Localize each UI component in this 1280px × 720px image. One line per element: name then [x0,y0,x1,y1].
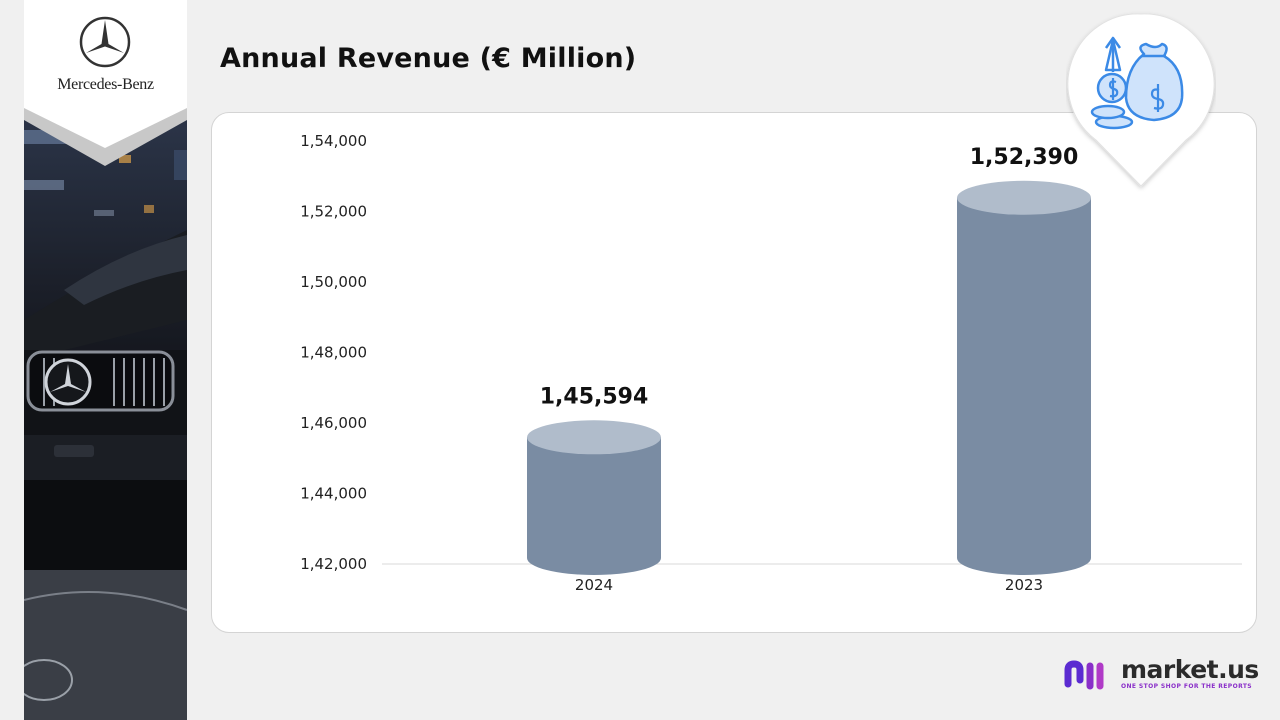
footer-tagline: ONE STOP SHOP FOR THE REPORTS [1121,683,1253,690]
bar-top-2023 [957,180,1091,215]
brand-logo-badge [24,0,187,166]
data-label: 1,52,390 [970,145,1079,170]
chart-card: 1,42,000 1,44,000 1,46,000 1,48,000 1,50,000… [211,112,1257,633]
x-tick-label: 2023 [1005,576,1043,594]
y-tick-label: 1,48,000 [300,344,367,362]
y-tick-label: 1,50,000 [300,273,367,291]
mercedes-star-logo [79,16,131,68]
y-tick-label: 1,42,000 [300,555,367,573]
car-front-illustration [24,230,187,720]
y-tick-label: 1,52,000 [300,203,367,221]
bar-2024 [527,437,661,575]
data-label: 1,45,594 [540,384,649,409]
revenue-bar-chart: 1,42,000 1,44,000 1,46,000 1,48,000 1,50,000… [300,132,1242,594]
x-tick-label: 2024 [575,576,613,594]
y-tick-label: 1,44,000 [300,485,367,503]
money-bag-growth-icon [1067,13,1215,187]
market-us-logo-icon [1064,660,1104,690]
page-title: Annual Revenue (€ Million) [220,43,637,74]
bar-top-2024 [527,420,661,455]
bar-2023 [957,197,1091,575]
y-tick-label: 1,46,000 [300,414,367,432]
brand-name: Mercedes-Benz [57,76,154,93]
footer-brand-name: market.us [1121,655,1259,684]
y-tick-label: 1,54,000 [300,132,367,150]
